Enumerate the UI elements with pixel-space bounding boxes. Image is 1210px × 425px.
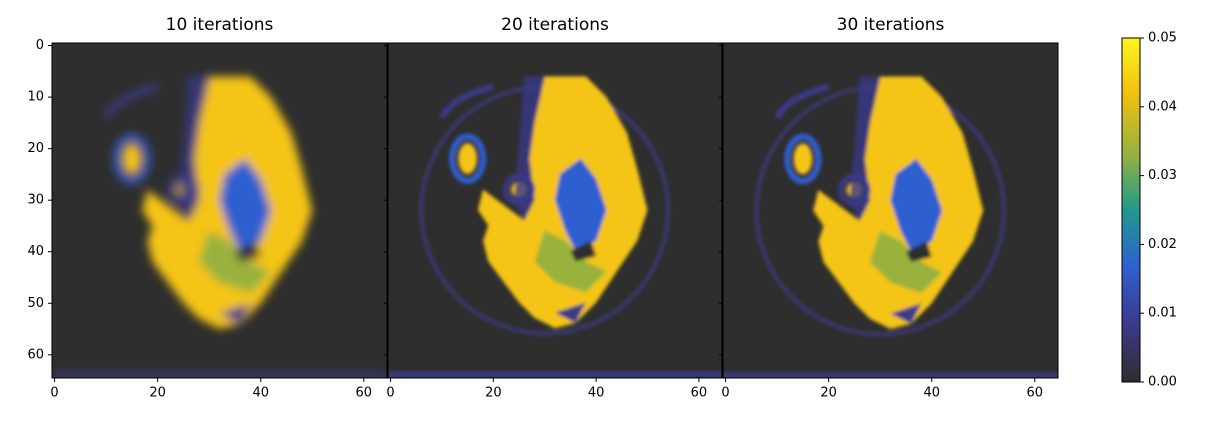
x-tick-label: 40 [588, 386, 605, 401]
y-tick-label: 0 [36, 38, 44, 53]
bottom-band [52, 372, 387, 378]
colorbar-tick-label: 0.00 [1148, 375, 1177, 390]
colorbar-tick-label: 0.03 [1148, 168, 1177, 183]
image [723, 43, 1058, 378]
colorbar-tick-label: 0.04 [1148, 99, 1177, 114]
colorbar-tick-label: 0.02 [1148, 237, 1177, 252]
y-tick-label: 30 [27, 193, 44, 208]
image [52, 43, 387, 378]
bottom-band [388, 371, 722, 378]
x-tick-label: 20 [820, 386, 837, 401]
colorbar [1121, 37, 1141, 383]
axes-frame [722, 42, 1059, 379]
y-tick-label: 60 [27, 347, 44, 362]
head-image [52, 77, 387, 378]
colorbar-tick-label: 0.01 [1148, 306, 1177, 321]
x-tick-label: 60 [691, 386, 708, 401]
x-tick-label: 60 [1027, 386, 1044, 401]
y-tick-label: 20 [27, 141, 44, 156]
x-tick-label: 40 [252, 386, 269, 401]
head-image [388, 76, 722, 378]
y-tick-label: 40 [27, 244, 44, 259]
x-tick-label: 60 [356, 386, 373, 401]
image [388, 43, 722, 378]
axes-frame [387, 42, 723, 379]
x-tick-label: 40 [923, 386, 940, 401]
panel-title: 30 iterations [837, 15, 945, 35]
axes-frame [51, 42, 388, 379]
panel-title: 20 iterations [501, 15, 609, 35]
x-tick-label: 0 [50, 386, 58, 401]
x-tick-label: 20 [149, 386, 166, 401]
head-image [723, 77, 1058, 378]
bottom-band [723, 372, 1058, 378]
x-tick-label: 0 [386, 386, 394, 401]
y-tick-label: 10 [27, 90, 44, 105]
x-tick-label: 0 [721, 386, 729, 401]
colorbar-tick-label: 0.05 [1148, 31, 1177, 46]
y-tick-label: 50 [27, 296, 44, 311]
x-tick-label: 20 [485, 386, 502, 401]
panel-title: 10 iterations [166, 15, 274, 35]
